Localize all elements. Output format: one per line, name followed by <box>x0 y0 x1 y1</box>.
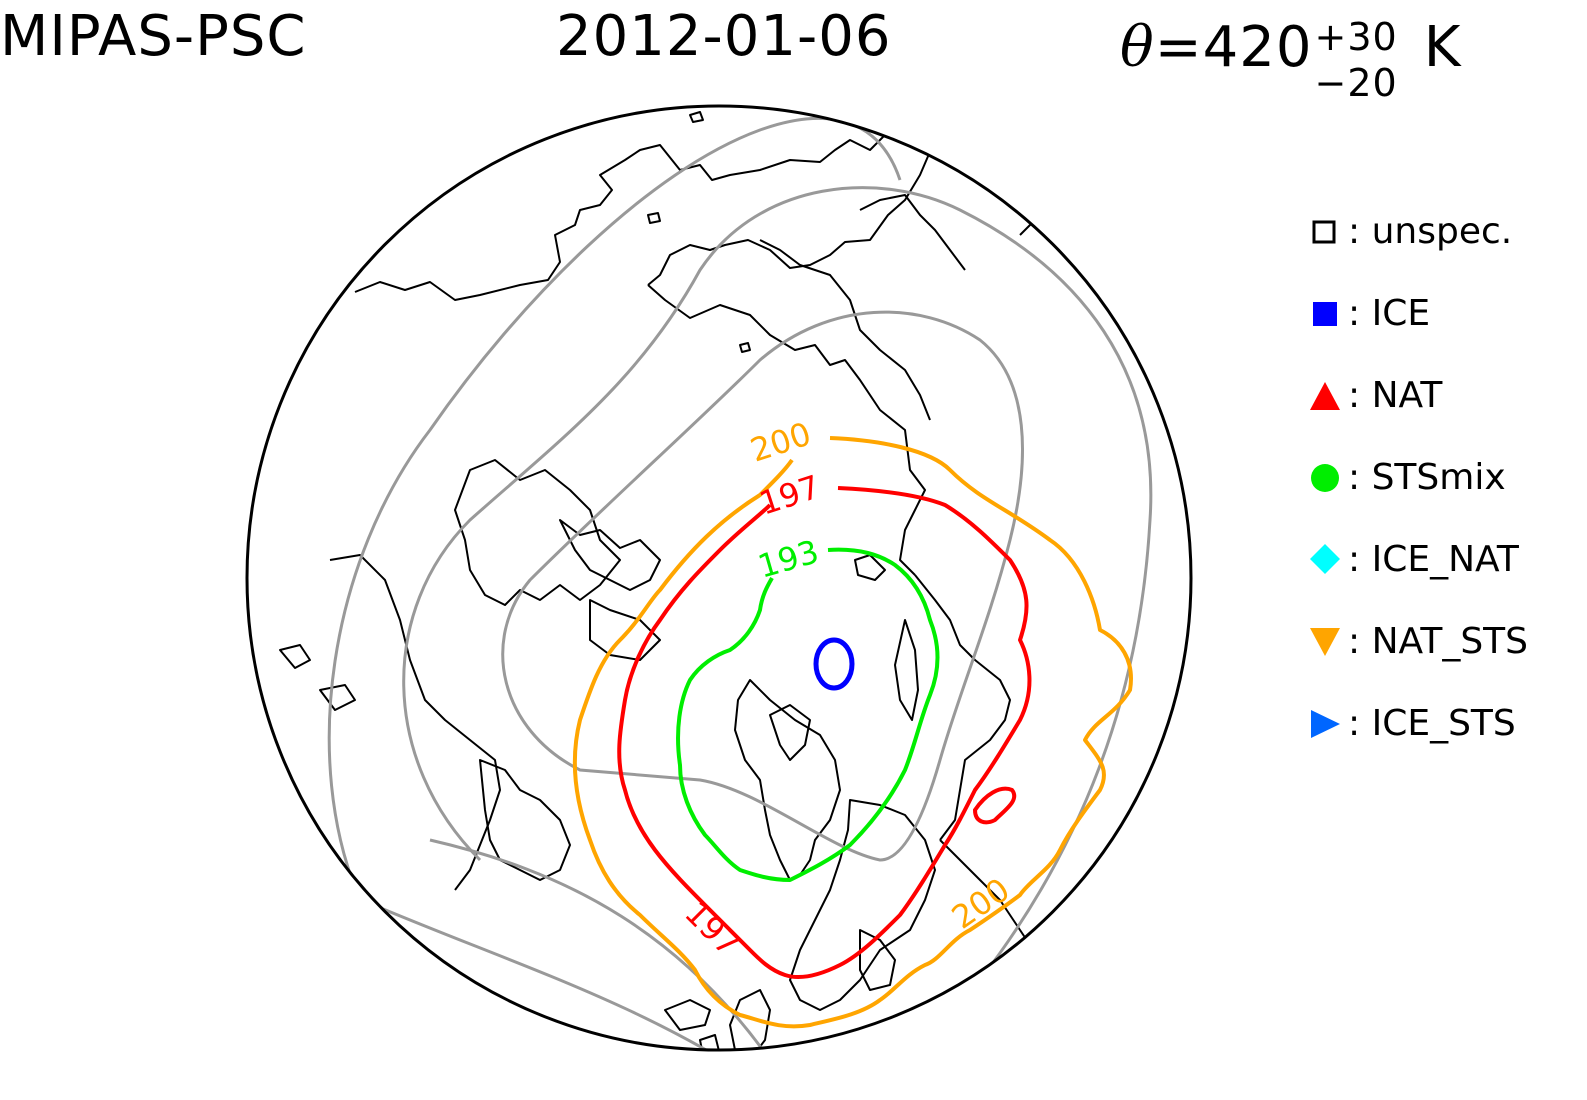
coast-canada <box>329 554 501 891</box>
triangle-up-marker <box>1310 382 1340 410</box>
contour-labels: 200 197 193 197 200 <box>677 415 1016 964</box>
coast-greenland <box>734 679 841 881</box>
theta-symbol: θ <box>1120 15 1155 80</box>
coast-fjl <box>854 554 886 581</box>
grey-contours <box>327 116 1153 1050</box>
coast-ireland <box>699 1034 721 1050</box>
theta-plus: +30 <box>1314 15 1398 59</box>
legend-label: : NAT_STS <box>1348 620 1529 662</box>
coast-chukotka <box>859 194 966 271</box>
coast-archipelago-1 <box>454 459 621 606</box>
open-square-marker <box>1312 220 1336 244</box>
contour-193 <box>676 547 940 882</box>
theta-range: +30 −20 <box>1315 14 1398 106</box>
coast-kamchatka <box>1019 189 1061 236</box>
legend-item-ice-nat: : ICE_NAT <box>1308 518 1578 600</box>
theta-unit: K <box>1423 15 1462 80</box>
coast-russia-north <box>914 574 1011 841</box>
grey-contour-south <box>349 893 771 1050</box>
legend-label: : STSmix <box>1348 456 1506 498</box>
legend-item-ice-sts: : ICE_STS <box>1308 682 1578 764</box>
contour-197-island <box>972 786 1017 825</box>
coast-island-a <box>739 342 751 353</box>
legend-label: : ICE <box>1348 292 1431 334</box>
coast-island-d <box>279 644 311 669</box>
coast-island-e <box>319 684 356 711</box>
ice-contour <box>813 637 855 691</box>
date-title: 2012-01-06 <box>556 4 892 69</box>
legend-item-unspec: : unspec. <box>1308 190 1578 272</box>
legend-item-ice: : ICE <box>1308 272 1578 354</box>
grey-contour-2 <box>402 186 1153 1050</box>
theta-value: =420 <box>1154 15 1313 80</box>
legend-label: : unspec. <box>1348 210 1513 252</box>
label-197-top: 197 <box>755 468 825 523</box>
coast-island-c <box>689 111 704 123</box>
coast-archipelago-2 <box>559 519 661 591</box>
legend-item-nat: : NAT <box>1308 354 1578 436</box>
triangle-down-marker <box>1310 628 1340 656</box>
coast-britain <box>729 989 771 1050</box>
grey-contour-3 <box>501 310 1024 862</box>
label-200-top: 200 <box>746 415 816 470</box>
grey-contour-outer <box>327 116 902 901</box>
legend: : unspec. : ICE : NAT : STSmix : ICE_NAT… <box>1308 190 1578 764</box>
contour-197 <box>617 486 1032 979</box>
coast-siberia <box>354 119 936 301</box>
theta-minus: −20 <box>1314 61 1398 105</box>
coast-taimyr <box>647 284 926 576</box>
coast-scandinavia <box>789 799 936 1011</box>
filled-square-marker <box>1313 302 1337 326</box>
legend-label: : ICE_STS <box>1348 702 1516 744</box>
coast-iceland <box>664 999 711 1031</box>
legend-item-stsmix: : STSmix <box>1308 436 1578 518</box>
diamond-marker <box>1310 544 1340 574</box>
coast-island-b <box>647 212 661 224</box>
theta-title: θ =420 +30 −20 K <box>1120 2 1462 105</box>
triangle-right-marker <box>1311 710 1340 738</box>
map-frame <box>245 104 1193 1052</box>
coast-archipelago-3 <box>589 599 661 661</box>
coast-novaya-zemlya <box>894 619 919 721</box>
coast-svalbard <box>769 704 811 761</box>
contour-200 <box>572 436 1133 1029</box>
legend-label: : NAT <box>1348 374 1443 416</box>
circle-marker <box>1311 464 1339 492</box>
coast-baltic <box>859 929 896 991</box>
label-193-top: 193 <box>754 532 823 585</box>
legend-label: : ICE_NAT <box>1348 538 1519 580</box>
grey-contour-sw <box>429 838 792 1050</box>
instrument-title: MIPAS-PSC <box>0 4 307 69</box>
coast-baffin <box>479 759 571 881</box>
label-200-bottom: 200 <box>945 870 1017 936</box>
label-197-bottom: 197 <box>677 894 747 964</box>
coast-alaska <box>759 239 931 421</box>
legend-item-nat-sts: : NAT_STS <box>1308 600 1578 682</box>
